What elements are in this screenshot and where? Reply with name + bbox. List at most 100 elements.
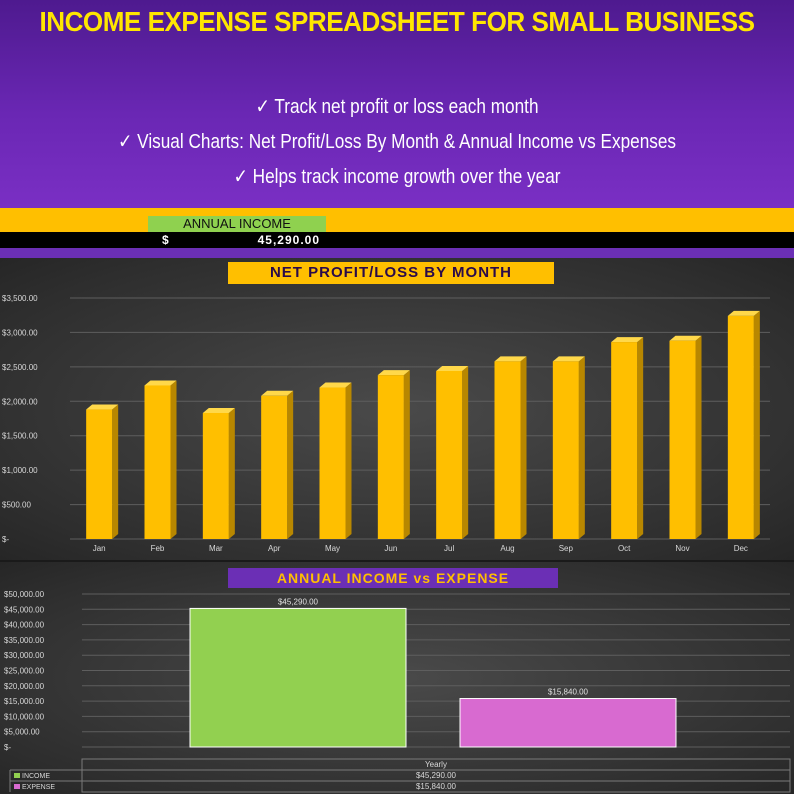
data-label: $45,290.00 — [278, 597, 319, 606]
feature-bullet-2: ✓ Visual Charts: Net Profit/Loss By Mont… — [56, 129, 739, 154]
bar-jan — [86, 409, 113, 539]
y-tick-label: $30,000.00 — [4, 651, 45, 660]
y-tick-label: $45,000.00 — [4, 605, 45, 614]
feature-text: Helps track income growth over the year — [252, 166, 561, 188]
bar-side — [170, 380, 177, 539]
bar-income — [189, 607, 407, 748]
y-tick-label: $20,000.00 — [4, 682, 45, 691]
legend-swatch — [14, 784, 20, 789]
bar-top — [494, 356, 527, 362]
bar-dec — [727, 315, 754, 539]
x-tick-label: Oct — [618, 544, 631, 553]
table-header: Yearly — [425, 760, 447, 769]
income-expense-chart: $- $5,000.00 $10,000.00 $15,000.00 $20,000.0… — [4, 590, 791, 793]
y-tick-label: $50,000.00 — [4, 590, 45, 599]
y-tick-label: $- — [4, 743, 11, 752]
x-tick-label: Dec — [734, 544, 748, 553]
bar-may — [319, 387, 346, 539]
bar-side — [403, 370, 410, 539]
legend-entry: EXPENSE — [22, 784, 55, 791]
bar-aug — [494, 361, 521, 539]
feature-text: Visual Charts: Net Profit/Loss By Month … — [137, 131, 677, 153]
page-title: INCOME EXPENSE SPREADSHEET FOR SMALL BUS… — [39, 6, 755, 37]
bar-top — [436, 365, 469, 371]
data-label: $15,840.00 — [548, 688, 589, 697]
bar-top — [669, 335, 702, 341]
y-tick-label: $2,000.00 — [2, 397, 38, 406]
legend-swatch — [14, 773, 20, 778]
y-tick-label: $35,000.00 — [4, 636, 45, 645]
bar-mar — [202, 412, 229, 539]
y-tick-label: $1,500.00 — [2, 432, 38, 441]
currency-symbol: $ — [162, 233, 169, 247]
bar-side — [695, 335, 702, 539]
check-icon: ✓ — [233, 166, 248, 188]
income-expense-chart-title: ANNUAL INCOME vs EXPENSE — [228, 568, 558, 588]
bar-side — [462, 365, 469, 539]
bar-jun — [377, 375, 404, 539]
annual-income-value: 45,290.00 — [257, 233, 320, 247]
legend-entry: INCOME — [22, 773, 50, 780]
bar-feb — [144, 385, 171, 539]
x-tick-label: Nov — [675, 544, 689, 553]
bar-top — [261, 390, 294, 396]
bar-side — [345, 382, 352, 539]
x-tick-label: Aug — [500, 544, 514, 553]
y-tick-label: $10,000.00 — [4, 712, 45, 721]
divider-stripe — [0, 248, 794, 258]
bar-top — [86, 404, 119, 410]
y-tick-label: $40,000.00 — [4, 621, 45, 630]
bar-jul — [436, 370, 463, 539]
data-table — [81, 758, 791, 793]
bar-side — [520, 356, 527, 539]
header-banner — [0, 0, 794, 208]
table-cell: $45,290.00 — [416, 771, 457, 780]
bar-side — [287, 390, 294, 539]
check-icon: ✓ — [255, 96, 270, 118]
bar-top — [727, 310, 760, 316]
net-profit-chart-title: NET PROFIT/LOSS BY MONTH — [228, 262, 554, 284]
x-tick-label: Feb — [151, 544, 165, 553]
bar-top — [144, 380, 177, 386]
feature-text: Track net profit or loss each month — [274, 96, 539, 118]
y-tick-label: $25,000.00 — [4, 667, 45, 676]
table-cell: $15,840.00 — [416, 782, 457, 791]
net-profit-chart: $- $500.00 $1,000.00 $1,500.00 $2,000.00 $2,5… — [2, 294, 770, 553]
bar-side — [753, 310, 760, 539]
annual-income-label: ANNUAL INCOME — [148, 216, 326, 232]
annual-income-row — [0, 232, 794, 248]
x-tick-label: Jun — [384, 544, 397, 553]
y-tick-label: $1,000.00 — [2, 466, 38, 475]
feature-bullet-1: ✓ Track net profit or loss each month — [56, 94, 739, 119]
x-tick-label: Apr — [268, 544, 281, 553]
bar-top — [202, 407, 235, 413]
bar-side — [637, 337, 644, 539]
bar-nov — [669, 340, 696, 539]
bar-top — [319, 382, 352, 388]
y-tick-label: $3,500.00 — [2, 294, 38, 303]
x-tick-label: Jul — [444, 544, 454, 553]
bar-side — [112, 404, 119, 539]
bar-sep — [552, 361, 579, 539]
bar-top — [377, 370, 410, 376]
bar-side — [228, 407, 235, 539]
bar-top — [611, 337, 644, 343]
y-tick-label: $3,000.00 — [2, 328, 38, 337]
bar-top — [552, 356, 585, 362]
summary-band — [0, 208, 794, 232]
y-tick-label: $500.00 — [2, 501, 31, 510]
y-tick-label: $2,500.00 — [2, 363, 38, 372]
y-tick-label: $15,000.00 — [4, 697, 45, 706]
bar-side — [578, 356, 585, 539]
x-tick-label: Mar — [209, 544, 223, 553]
bar-apr — [261, 395, 288, 539]
y-tick-label: $5,000.00 — [4, 728, 40, 737]
bar-expense — [459, 698, 677, 748]
y-tick-label: $- — [2, 535, 9, 544]
feature-bullet-3: ✓ Helps track income growth over the yea… — [56, 164, 739, 189]
bar-oct — [611, 342, 638, 539]
check-icon: ✓ — [117, 131, 133, 153]
x-tick-label: Sep — [559, 544, 574, 553]
x-tick-label: May — [325, 544, 340, 553]
x-tick-label: Jan — [93, 544, 106, 553]
